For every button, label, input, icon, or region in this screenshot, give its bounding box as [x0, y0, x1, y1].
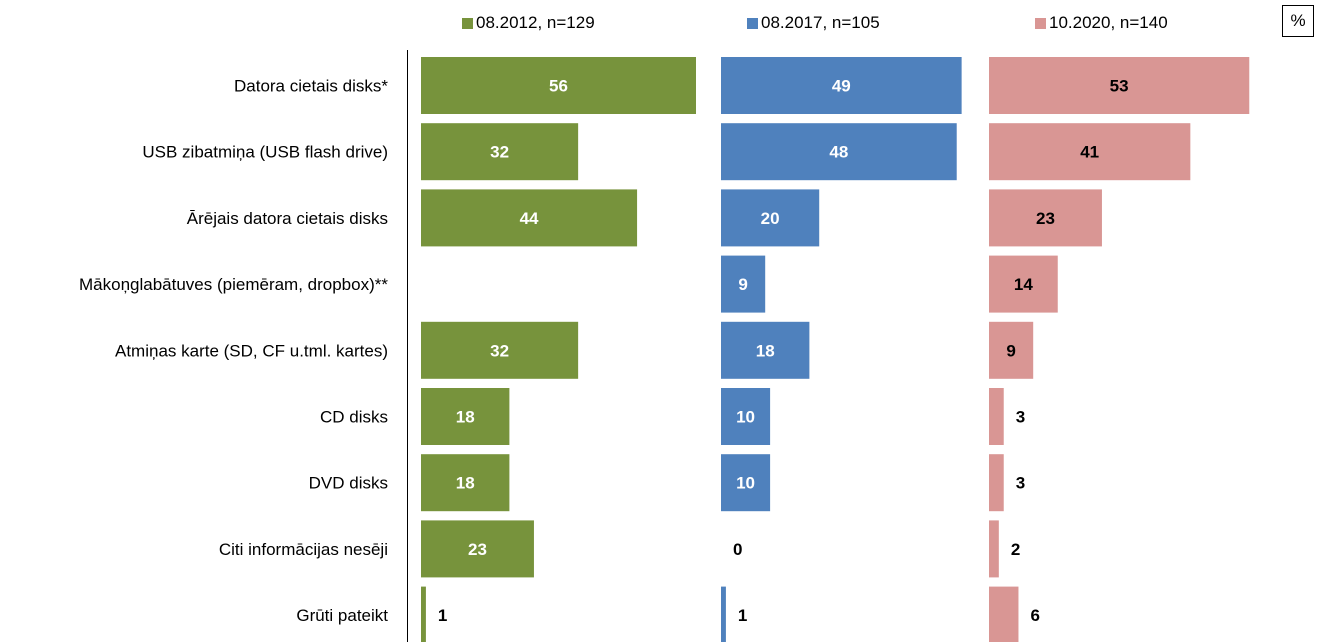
data-label: 18: [456, 474, 475, 493]
data-label: 18: [756, 341, 775, 360]
data-label: 6: [1030, 606, 1039, 625]
legend-label-2020: 10.2020, n=140: [1049, 13, 1168, 32]
category-label: Atmiņas karte (SD, CF u.tml. kartes): [115, 341, 388, 360]
data-label: 48: [829, 143, 848, 162]
bar: [989, 454, 1004, 512]
category-label: Mākoņglabātuves (piemēram, dropbox)**: [79, 275, 388, 294]
bar: [421, 189, 638, 247]
bar: [989, 321, 1034, 379]
bar: [989, 586, 1019, 642]
bar: [721, 454, 771, 512]
data-label: 44: [520, 209, 539, 228]
bar: [989, 520, 999, 578]
data-label: 10: [736, 408, 755, 427]
data-label: 1: [738, 606, 747, 625]
bar: [421, 321, 579, 379]
category-label: Grūti pateikt: [296, 606, 388, 625]
bar: [721, 123, 957, 181]
bar: [989, 123, 1191, 181]
data-label: 41: [1080, 143, 1099, 162]
legend-label-2012: 08.2012, n=129: [476, 13, 595, 32]
data-label: 1: [438, 606, 447, 625]
data-label: 14: [1014, 275, 1033, 294]
data-label: 2: [1011, 540, 1020, 559]
unit-label: %: [1282, 5, 1314, 37]
legend-swatch-2020: [1035, 17, 1046, 29]
bar: [721, 255, 766, 313]
data-label: 0: [733, 540, 742, 559]
legend-swatch-2017: [747, 17, 758, 29]
bar: [989, 57, 1250, 114]
data-label: 53: [1110, 77, 1129, 96]
category-label: Ārējais datora cietais disks: [187, 209, 388, 228]
data-label: 20: [761, 209, 780, 228]
legend-item-2020: 10.2020, n=140: [1035, 12, 1168, 34]
data-label: 3: [1016, 474, 1025, 493]
category-label: USB zibatmiņa (USB flash drive): [142, 143, 388, 162]
bar: [989, 388, 1004, 445]
bar: [721, 586, 726, 642]
legend-item-2017: 08.2017, n=105: [747, 12, 880, 34]
data-label: 18: [456, 408, 475, 427]
bar: [721, 321, 810, 379]
legend-label-2017: 08.2017, n=105: [761, 13, 880, 32]
bar: [421, 586, 426, 642]
data-label: 3: [1016, 408, 1025, 427]
category-label: Citi informācijas nesēji: [219, 540, 388, 559]
bar: [421, 520, 534, 578]
legend-swatch-2012: [462, 17, 473, 29]
data-label: 9: [738, 275, 747, 294]
bar: [421, 57, 696, 114]
category-label: DVD disks: [309, 474, 388, 493]
data-label: 32: [490, 143, 509, 162]
data-label: 9: [1006, 341, 1015, 360]
category-label: Datora cietais disks*: [234, 77, 388, 96]
bar: [421, 388, 510, 445]
data-label: 49: [832, 77, 851, 96]
bar: [421, 123, 579, 181]
bar: [721, 57, 962, 114]
bar: [721, 189, 820, 247]
bar: [721, 388, 771, 445]
data-label: 23: [1036, 209, 1055, 228]
bar: [989, 255, 1058, 313]
bar: [421, 454, 510, 512]
data-label: 10: [736, 474, 755, 493]
category-label: CD disks: [320, 408, 388, 427]
data-label: 56: [549, 77, 568, 96]
bar: [989, 189, 1102, 247]
legend-item-2012: 08.2012, n=129: [462, 12, 595, 34]
data-label: 32: [490, 341, 509, 360]
data-label: 23: [468, 540, 487, 559]
